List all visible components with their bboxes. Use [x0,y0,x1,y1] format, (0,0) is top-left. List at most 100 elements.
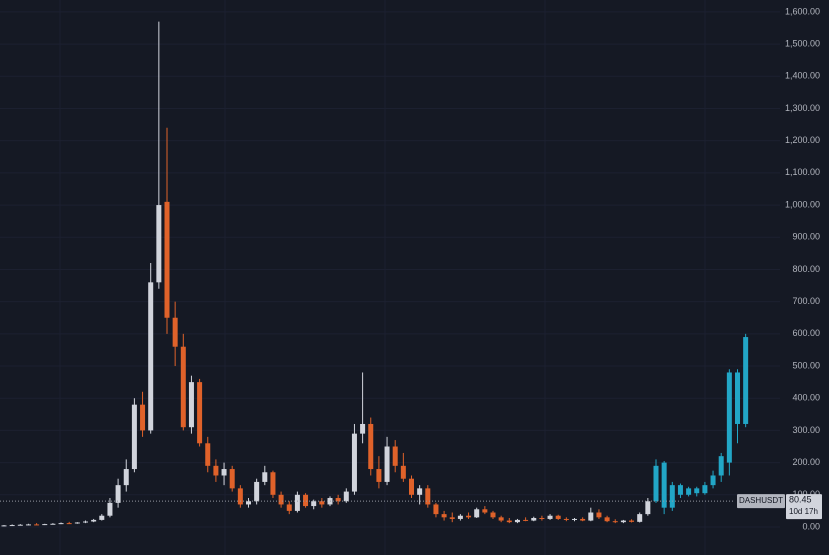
candle-body [343,491,349,502]
candle-body [335,498,341,502]
candle-body [474,509,480,518]
candle-body [490,512,496,518]
candle-body [726,372,732,463]
candle-body [645,501,651,515]
candle-body [498,517,504,521]
candle-body [466,515,472,518]
candle-body [246,501,251,505]
candle-body [384,446,390,482]
candle-body [417,488,423,495]
candle-body [303,494,309,507]
candle-body [99,515,105,520]
candle-body [718,456,724,476]
candle-body [197,382,203,444]
candle-body [74,522,80,524]
candle-body [42,524,48,526]
candle-body [523,519,529,521]
y-tick-label: 300.00 [792,425,820,435]
price-label: 80.45 [789,494,812,504]
candle-body [34,524,40,526]
candle-body [319,501,325,505]
candle-body [612,521,618,523]
candle-body [156,205,162,283]
y-tick-label: 1,600.00 [785,6,820,16]
candle-body [677,485,683,495]
candle-body [604,517,610,522]
candle-body [506,520,512,523]
candle-body [123,469,129,486]
symbol-tag [737,494,785,509]
candle-body [449,517,455,519]
candle-body [392,446,398,466]
candle-body [694,488,700,494]
countdown-label: 10d 17h [789,507,818,516]
y-tick-label: 0.00 [802,521,820,531]
y-tick-label: 1,100.00 [785,167,820,177]
candle-body [229,469,235,489]
candle-body [433,504,439,515]
candle-body [743,337,749,424]
candle-body [115,485,121,503]
candle-body [596,512,602,518]
candle-body [83,521,88,523]
y-tick-label: 1,000.00 [785,199,820,209]
candle-body [25,524,31,526]
candle-body [91,519,97,522]
candle-body [400,465,406,479]
candle-body [360,423,366,434]
y-tick-label: 1,500.00 [785,38,820,48]
candle-body [237,488,243,505]
candle-body [351,433,357,492]
y-tick-label: 1,300.00 [785,103,820,113]
y-tick-label: 900.00 [792,232,820,242]
y-tick-label: 600.00 [792,328,820,338]
candle-body [686,488,692,495]
candle-body [66,523,72,525]
candle-body [620,520,626,523]
candle-body [482,509,488,513]
candle-body [221,469,227,476]
candle-body [629,520,635,522]
candle-body [262,472,268,482]
y-tick-label: 1,400.00 [785,71,820,81]
y-tick-label: 500.00 [792,360,820,370]
candle-body [50,523,56,525]
candle-body [205,443,211,466]
candle-body [702,485,708,494]
candle-body [637,514,643,522]
candle-body [425,488,431,505]
candle-body [311,501,317,507]
candle-body [180,346,186,428]
price-tag [786,494,822,520]
candle-body [172,317,178,347]
candle-body [131,404,137,470]
candle-body [588,512,594,521]
candle-body [270,472,276,495]
candle-body [441,514,447,518]
candle-body [286,504,292,511]
candle-body [148,282,154,431]
candle-body [555,515,561,519]
candle-body [563,518,569,520]
candle-body [164,201,170,318]
candle-body [735,372,740,424]
candle-body [368,423,374,470]
y-tick-label: 800.00 [792,264,820,274]
candle-body [58,523,64,525]
candle-body [17,524,23,526]
candle-body [1,525,7,527]
symbol-label: DASHUSDT [739,496,783,505]
candle-body [140,404,146,431]
candle-body [9,525,15,527]
candle-body [107,502,113,516]
candle-body [580,518,586,521]
candle-body [661,462,667,508]
candle-body [572,518,577,520]
candle-body [710,475,716,486]
y-tick-label: 400.00 [792,393,820,403]
candle-body [669,485,675,508]
candle-body [653,465,659,502]
candle-body [188,382,194,428]
candle-body [409,478,414,495]
